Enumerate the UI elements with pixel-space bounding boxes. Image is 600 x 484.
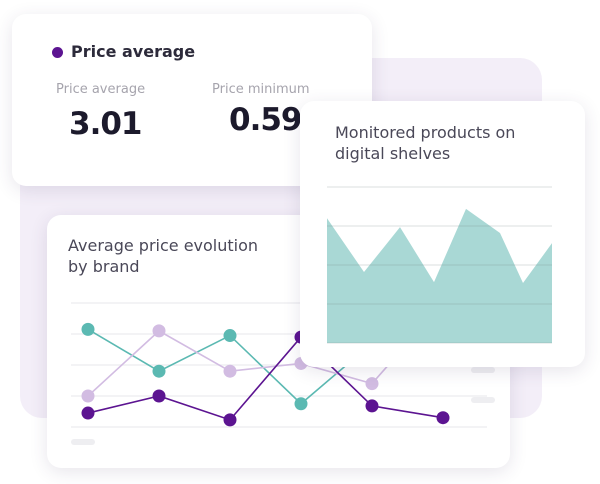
data-point <box>152 389 166 403</box>
stat-label: Price minimum <box>212 82 310 97</box>
chart-title-line: Monitored products on <box>335 123 516 142</box>
card-title: Price average <box>71 42 196 61</box>
data-point <box>365 399 379 413</box>
data-point <box>294 397 308 411</box>
chart-title-line: digital shelves <box>335 144 451 163</box>
data-point <box>436 411 450 425</box>
axis-label-placeholder <box>471 367 495 373</box>
data-point <box>152 324 166 338</box>
series-line <box>87 335 444 421</box>
series-line <box>87 302 444 397</box>
data-point <box>81 389 95 403</box>
legend-dot <box>52 47 63 58</box>
data-point <box>223 364 237 378</box>
monitored-products-card: Monitored products on digital shelves <box>300 101 585 367</box>
axis-label-placeholder <box>71 439 95 445</box>
area-chart <box>327 186 552 344</box>
price-average-card: Price average Price average 3.01 Price m… <box>12 14 372 186</box>
data-point <box>152 364 166 378</box>
stat-value: 3.01 <box>69 106 142 142</box>
stat-value: 0.59 <box>229 102 302 138</box>
data-point <box>223 413 237 427</box>
line-chart <box>71 296 495 445</box>
data-point <box>81 322 95 336</box>
data-point <box>81 406 95 420</box>
data-point <box>365 377 379 391</box>
data-point <box>223 329 237 343</box>
stat-label: Price average <box>56 82 146 97</box>
area-fill <box>327 208 552 343</box>
axis-label-placeholder <box>471 397 495 403</box>
chart-title-line: Average price evolution <box>68 236 259 255</box>
chart-title-line: by brand <box>68 257 140 276</box>
